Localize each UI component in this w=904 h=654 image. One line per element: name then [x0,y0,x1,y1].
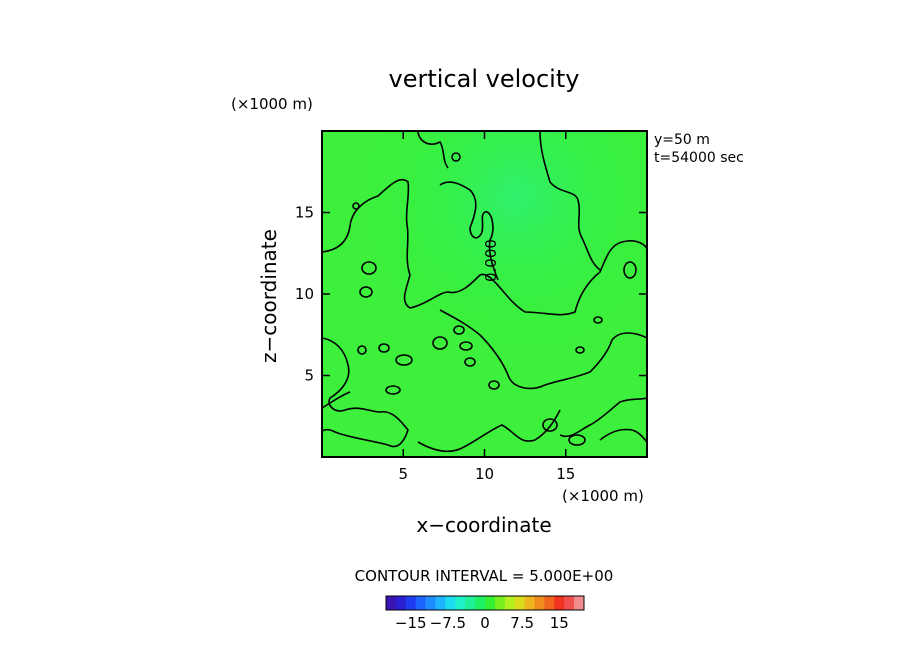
colorbar-tick-label: 7.5 [510,614,534,632]
colorbar-swatch [504,596,515,610]
contour-line [439,309,647,390]
contour-line [322,337,409,448]
contour-line [559,397,647,438]
chart-title: vertical velocity [389,65,580,93]
contour-island [451,152,461,162]
contour-island [459,341,473,351]
colorbar-swatch [386,596,397,610]
colorbar-swatch [415,596,426,610]
colorbar-tick-label: −15 [395,614,427,632]
contour-line [539,131,601,271]
annotation-y: y=50 m [654,132,710,148]
colorbar-swatch [514,596,525,610]
x-axis-unit: (×1000 m) [562,487,644,505]
colorbar-swatch [554,596,565,610]
contour-island [385,385,401,395]
y-tick-label: 15 [295,204,314,222]
colorbar-swatch [425,596,436,610]
y-axis-unit: (×1000 m) [231,95,313,113]
field-highlight [322,131,647,457]
colorbar: −15 −7.5 0 7.5 15 [385,595,585,632]
contour-island [542,418,558,432]
contour-lines [322,131,647,453]
x-tick-label: 10 [475,465,494,483]
contour-interval-text: CONTOUR INTERVAL = 5.000E+00 [355,567,614,585]
colorbar-swatch [455,596,466,610]
x-tick-label: 15 [556,465,575,483]
colorbar-tick-label: 15 [550,614,569,632]
colorbar-tick-label: −7.5 [430,614,466,632]
colorbar-swatch [465,596,476,610]
contour-island [464,357,476,367]
contour-line [439,181,499,281]
y-tick-label: 5 [304,367,314,385]
contour-island [352,202,360,210]
contour-island [575,346,585,354]
contour-level-label: 0.000 [482,239,500,282]
x-tick-label: 5 [398,465,408,483]
annotation-t: t=54000 sec [654,150,744,166]
plot-area: 0.000 [321,130,648,458]
contour-line [417,409,561,453]
colorbar-swatch [445,596,456,610]
contour-island [568,434,586,446]
contour-island [453,325,465,335]
contour-line [599,428,647,443]
contour-island [378,343,390,353]
colorbar-swatch [405,596,416,610]
y-axis-label: z−coordinate [257,229,281,363]
colorbar-swatch [544,596,555,610]
colorbar-swatch [485,596,496,610]
contour-island [488,380,500,390]
contour-island [395,354,413,366]
x-axis-label: x−coordinate [416,513,551,537]
colorbar-swatch [475,596,486,610]
colorbar-swatch [395,596,407,610]
contour-line [322,391,351,409]
contour-island [432,336,448,350]
y-axis: 5 10 15 [295,204,647,385]
colorbar-swatch [435,596,446,610]
contour-island [593,316,603,324]
contour-island [359,286,373,298]
colorbar-swatch [524,596,535,610]
contour-island [623,261,637,279]
x-axis: 5 10 15 [398,131,575,483]
colorbar-swatch [564,596,575,610]
colorbar-swatch [534,596,545,610]
contour-line [322,178,647,316]
colorbar-swatch [494,596,506,610]
contour-island [361,261,377,275]
contour-island [357,345,367,355]
colorbar-swatch [574,596,585,610]
contour-line [417,131,449,169]
colorbar-frame [385,595,585,611]
colorbar-tick-label: 0 [480,614,490,632]
y-tick-label: 10 [295,285,314,303]
